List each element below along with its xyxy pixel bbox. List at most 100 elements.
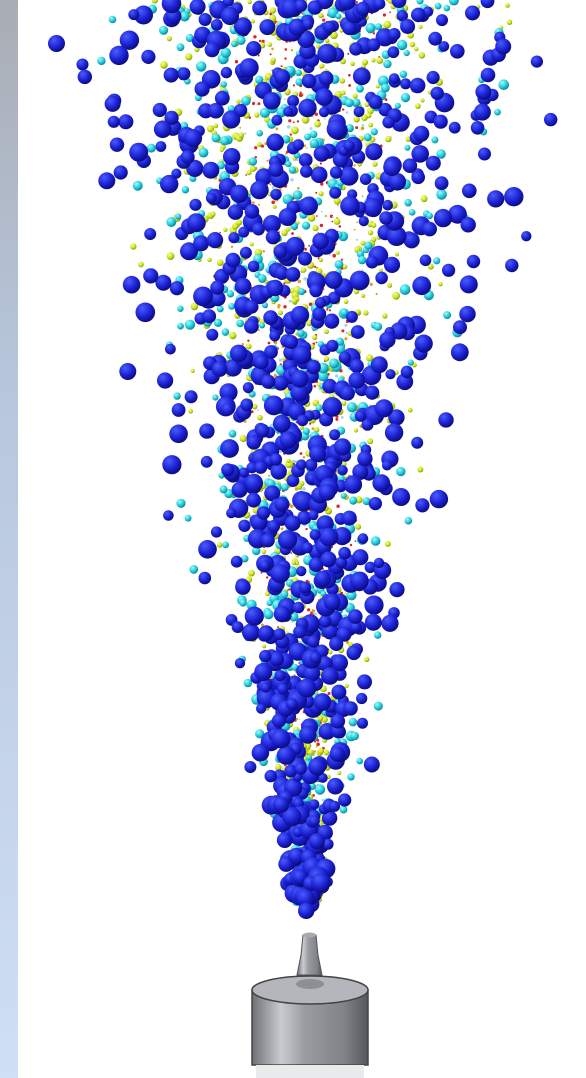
droplet	[228, 303, 235, 310]
droplet	[278, 310, 283, 315]
droplet	[409, 209, 416, 216]
droplet	[348, 74, 351, 77]
droplet	[328, 692, 331, 695]
droplet	[268, 342, 271, 345]
droplet	[291, 49, 293, 51]
droplet	[341, 493, 347, 499]
droplet	[228, 232, 239, 243]
droplet	[411, 8, 426, 23]
spray-image	[0, 0, 586, 1078]
droplet	[290, 552, 292, 554]
droplet	[254, 461, 267, 474]
droplet	[316, 746, 318, 748]
droplet	[408, 360, 414, 366]
droplet	[259, 40, 261, 42]
droplet	[236, 320, 244, 328]
droplet	[325, 271, 343, 289]
droplet	[245, 300, 259, 314]
droplet	[327, 119, 347, 139]
droplet	[415, 335, 433, 353]
droplet	[342, 511, 357, 526]
droplet	[256, 424, 270, 438]
droplet	[199, 423, 214, 438]
droplet	[348, 372, 365, 389]
droplet	[324, 750, 330, 756]
nozzle-tip-top	[303, 933, 316, 938]
droplet	[310, 131, 318, 139]
droplet	[196, 61, 206, 71]
droplet	[397, 40, 407, 50]
droplet	[346, 111, 349, 114]
droplet	[229, 430, 237, 438]
droplet	[412, 276, 431, 295]
droplet	[272, 115, 283, 126]
droplet	[312, 225, 318, 231]
droplet	[273, 797, 289, 813]
droplet	[435, 3, 442, 10]
droplet	[467, 255, 480, 268]
droplet	[215, 91, 230, 106]
droplet	[250, 166, 256, 172]
droplet	[267, 520, 280, 533]
droplet	[415, 498, 429, 512]
droplet	[309, 833, 325, 849]
droplet	[270, 7, 276, 13]
droplet	[364, 596, 383, 615]
droplet	[285, 515, 301, 531]
droplet	[267, 273, 269, 275]
droplet	[392, 292, 400, 300]
droplet	[240, 399, 253, 412]
droplet	[357, 718, 368, 729]
droplet	[279, 208, 297, 226]
droplet	[376, 84, 380, 88]
droplet	[167, 36, 172, 41]
droplet	[293, 84, 295, 86]
droplet	[395, 252, 399, 256]
droplet	[234, 104, 247, 117]
droplet	[262, 250, 265, 253]
droplet	[304, 277, 307, 280]
droplet	[270, 453, 282, 465]
droplet	[315, 571, 331, 587]
droplet	[346, 311, 358, 323]
droplet	[221, 463, 234, 476]
droplet	[431, 87, 444, 100]
droplet	[297, 679, 316, 698]
droplet	[267, 42, 272, 47]
droplet	[263, 310, 278, 325]
droplet	[246, 170, 251, 175]
droplet	[318, 748, 324, 754]
droplet	[389, 11, 391, 13]
droplet	[286, 227, 291, 232]
droplet	[246, 41, 261, 56]
droplet	[130, 243, 136, 249]
droplet	[422, 222, 437, 237]
droplet	[220, 136, 229, 145]
droplet	[270, 53, 272, 55]
droplet	[332, 254, 336, 258]
droplet	[405, 517, 413, 525]
droplet	[347, 53, 349, 55]
droplet	[401, 93, 410, 102]
droplet	[254, 146, 257, 149]
droplet	[291, 194, 293, 196]
droplet	[263, 92, 281, 110]
droplet	[293, 625, 306, 638]
droplet	[332, 216, 334, 218]
droplet	[436, 14, 448, 26]
droplet	[356, 2, 370, 16]
droplet	[357, 674, 372, 689]
droplet	[350, 572, 369, 591]
droplet	[419, 52, 426, 59]
droplet	[387, 283, 392, 288]
droplet	[278, 530, 297, 549]
droplet	[182, 186, 189, 193]
droplet	[236, 36, 245, 45]
droplet	[284, 57, 286, 59]
droplet	[202, 162, 219, 179]
droplet	[381, 615, 398, 632]
droplet	[290, 178, 293, 181]
droplet	[114, 165, 128, 179]
droplet	[298, 280, 302, 284]
droplet	[311, 873, 330, 892]
